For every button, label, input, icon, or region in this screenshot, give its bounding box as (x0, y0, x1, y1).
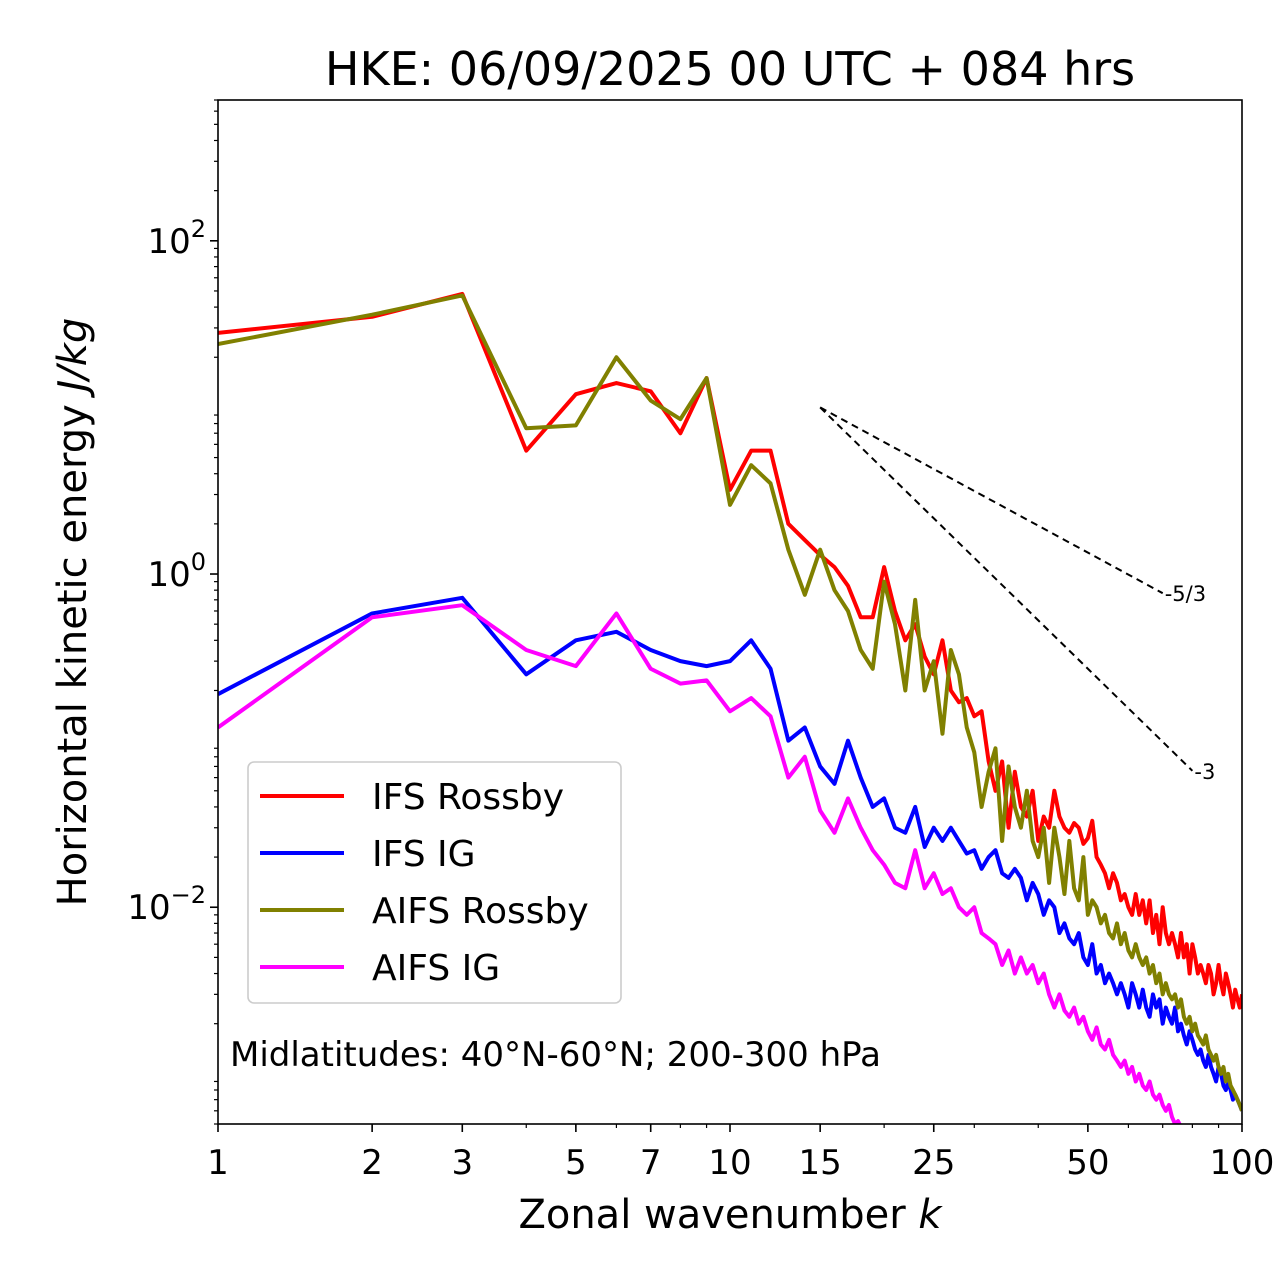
y-tick-label: 10−2 (127, 881, 206, 928)
x-tick-label: 7 (640, 1143, 662, 1183)
x-tick-label: 25 (912, 1143, 955, 1183)
legend-label: IFS Rossby (372, 777, 564, 818)
legend-label: IFS IG (372, 834, 476, 875)
reference-slope-label: -5/3 (1165, 582, 1206, 606)
x-tick-label: 100 (1210, 1143, 1275, 1183)
legend-label: AIFS Rossby (372, 891, 589, 932)
series-line (218, 293, 1242, 1112)
axis-ticks: 1 2 3 5 7 10 15 25 50 100 10−2 100 102 (127, 99, 1275, 1183)
x-axis-label: Zonal wavenumber k (518, 1192, 943, 1238)
series-line (218, 595, 1242, 1112)
series-line (218, 603, 1182, 1124)
x-tick-label: 15 (799, 1143, 842, 1183)
legend-box (247, 761, 622, 1004)
y-tick-label: 102 (147, 215, 206, 262)
reference-slope-line (819, 406, 1164, 595)
x-tick-label: 50 (1066, 1143, 1109, 1183)
legend-label: AIFS IG (372, 948, 500, 989)
reference-slope-lines: -5/3 -3 (819, 406, 1215, 784)
x-tick-label: 2 (361, 1143, 383, 1183)
x-tick-label: 5 (565, 1143, 587, 1183)
x-tick-label: 10 (708, 1143, 751, 1183)
reference-slope-label: -3 (1194, 760, 1215, 784)
series-lines (218, 291, 1242, 1124)
series-line (218, 291, 1242, 1010)
reference-slope-line (819, 406, 1194, 772)
plot-frame (217, 99, 1243, 1125)
y-tick-label: 100 (147, 548, 206, 595)
x-tick-label: 1 (207, 1143, 229, 1183)
legend: IFS Rossby IFS IG AIFS Rossby AIFS IG (247, 761, 622, 1004)
x-tick-label: 3 (451, 1143, 473, 1183)
chart-title: HKE: 06/09/2025 00 UTC + 084 hrs (325, 42, 1135, 96)
y-axis-label: Horizontal kinetic energy J/kg (50, 318, 96, 907)
region-annotation: Midlatitudes: 40°N-60°N; 200-300 hPa (230, 1035, 881, 1075)
